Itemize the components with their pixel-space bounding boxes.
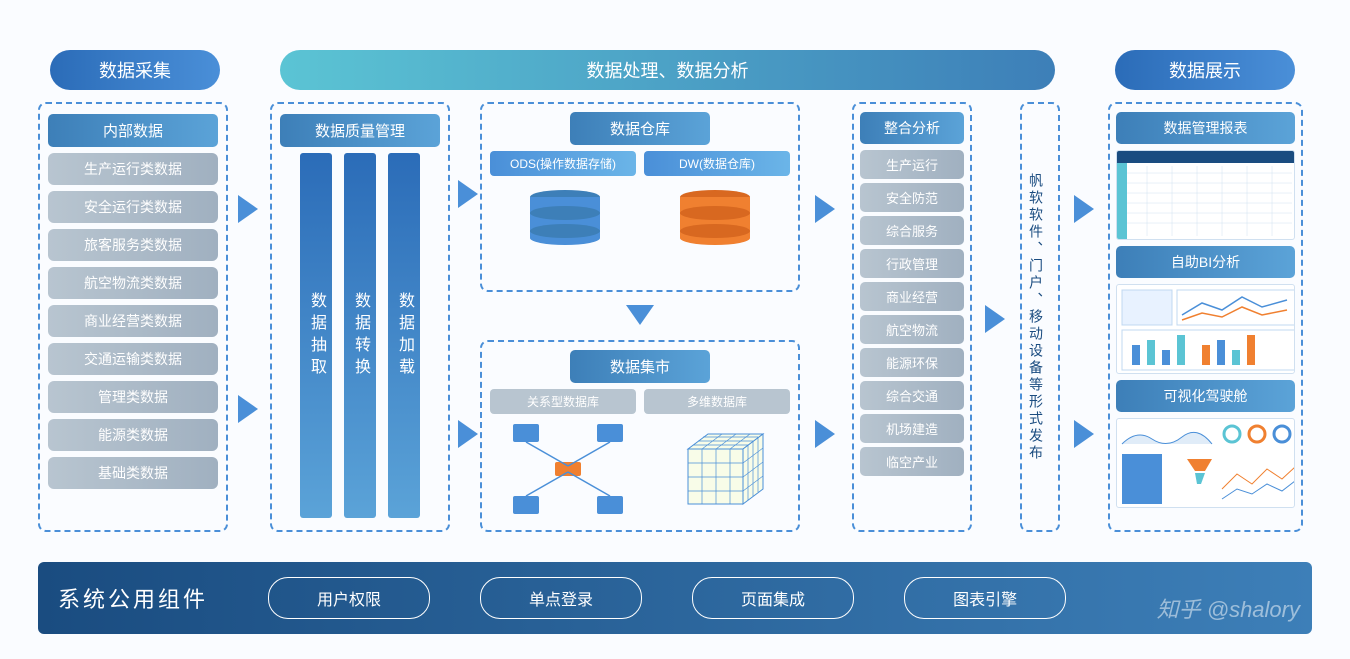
analysis-item: 航空物流	[860, 315, 964, 344]
dashboard-preview	[1116, 418, 1295, 508]
arrow-icon	[458, 420, 478, 448]
bi-preview	[1116, 284, 1295, 374]
database-icon	[530, 190, 600, 248]
mart-title: 数据集市	[570, 350, 710, 383]
footer-item: 页面集成	[692, 577, 854, 619]
data-quality-box: 数据质量管理 数据抽取 数据转换 数据加载	[270, 102, 450, 532]
data-item: 安全运行类数据	[48, 191, 218, 223]
arrow-icon	[238, 195, 258, 223]
relational-db-label: 关系型数据库	[490, 389, 636, 414]
etl-bar: 数据加载	[388, 153, 420, 518]
data-item: 旅客服务类数据	[48, 229, 218, 261]
header-collect: 数据采集	[50, 50, 220, 90]
footer-bar: 系统公用组件 用户权限 单点登录 页面集成 图表引擎	[38, 562, 1312, 634]
quality-title: 数据质量管理	[280, 114, 440, 147]
data-item: 能源类数据	[48, 419, 218, 451]
report-preview	[1116, 150, 1295, 240]
database-icon	[680, 190, 750, 248]
internal-data-title: 内部数据	[48, 114, 218, 147]
data-mart-box: 数据集市 关系型数据库 多维数据库	[480, 340, 800, 532]
analysis-box: 整合分析 生产运行 安全防范 综合服务 行政管理 商业经营 航空物流 能源环保 …	[852, 102, 972, 532]
watermark: 知乎 @shalory	[1157, 592, 1300, 624]
arrow-icon	[1074, 195, 1094, 223]
data-item: 商业经营类数据	[48, 305, 218, 337]
data-item: 管理类数据	[48, 381, 218, 413]
warehouse-title: 数据仓库	[570, 112, 710, 145]
analysis-item: 能源环保	[860, 348, 964, 377]
footer-item: 用户权限	[268, 577, 430, 619]
relational-diagram-icon	[513, 424, 623, 514]
etl-bar: 数据抽取	[300, 153, 332, 518]
data-item: 交通运输类数据	[48, 343, 218, 375]
arrow-icon	[1074, 420, 1094, 448]
analysis-item: 综合交通	[860, 381, 964, 410]
arrow-icon	[815, 195, 835, 223]
etl-bar: 数据转换	[344, 153, 376, 518]
arrow-icon	[985, 305, 1005, 333]
display-panel-title: 数据管理报表	[1116, 112, 1295, 144]
analysis-title: 整合分析	[860, 112, 964, 144]
data-collection-box: 内部数据 生产运行类数据 安全运行类数据 旅客服务类数据 航空物流类数据 商业经…	[38, 102, 228, 532]
header-display: 数据展示	[1115, 50, 1295, 90]
footer-item: 图表引擎	[904, 577, 1066, 619]
footer-title: 系统公用组件	[58, 582, 208, 614]
publish-text: 帆软软件、门户、移动设备等形式发布	[1026, 114, 1046, 520]
arrow-icon	[815, 420, 835, 448]
footer-item: 单点登录	[480, 577, 642, 619]
data-item: 生产运行类数据	[48, 153, 218, 185]
dw-label: DW(数据仓库)	[644, 151, 790, 176]
data-warehouse-box: 数据仓库 ODS(操作数据存储) DW(数据仓库)	[480, 102, 800, 292]
analysis-item: 综合服务	[860, 216, 964, 245]
analysis-item: 临空产业	[860, 447, 964, 476]
analysis-item: 机场建造	[860, 414, 964, 443]
arrow-down-icon	[626, 305, 654, 325]
analysis-item: 商业经营	[860, 282, 964, 311]
analysis-item: 生产运行	[860, 150, 964, 179]
header-process: 数据处理、数据分析	[280, 50, 1055, 90]
data-item: 航空物流类数据	[48, 267, 218, 299]
display-box: 数据管理报表 自助BI分析 可视化驾驶舱	[1108, 102, 1303, 532]
cube-diagram-icon	[668, 424, 768, 514]
display-panel-title: 自助BI分析	[1116, 246, 1295, 278]
data-item: 基础类数据	[48, 457, 218, 489]
analysis-item: 行政管理	[860, 249, 964, 278]
analysis-item: 安全防范	[860, 183, 964, 212]
arrow-icon	[238, 395, 258, 423]
multidim-db-label: 多维数据库	[644, 389, 790, 414]
publish-box: 帆软软件、门户、移动设备等形式发布	[1020, 102, 1060, 532]
ods-label: ODS(操作数据存储)	[490, 151, 636, 176]
display-panel-title: 可视化驾驶舱	[1116, 380, 1295, 412]
arrow-icon	[458, 180, 478, 208]
